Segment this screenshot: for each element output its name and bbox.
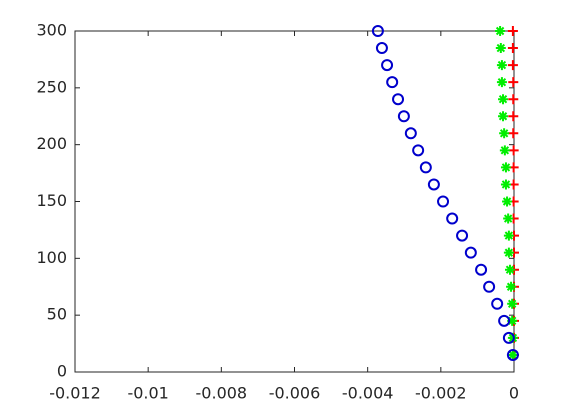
marker xyxy=(419,161,432,174)
marker xyxy=(496,77,507,88)
marker xyxy=(498,111,509,122)
marker xyxy=(508,128,519,139)
marker xyxy=(495,43,506,54)
marker xyxy=(503,247,514,258)
marker xyxy=(404,127,417,140)
marker xyxy=(508,145,519,156)
marker xyxy=(437,195,450,208)
y-tick-label: 300 xyxy=(36,21,67,40)
marker xyxy=(456,229,469,242)
marker xyxy=(500,162,511,173)
y-tick-label: 150 xyxy=(36,191,67,210)
x-tick-label: -0.006 xyxy=(269,384,321,403)
y-tick-label: 100 xyxy=(36,248,67,267)
marker xyxy=(507,60,518,71)
marker xyxy=(491,297,504,310)
marker xyxy=(502,331,515,344)
marker xyxy=(412,144,425,157)
x-tick-label: 0 xyxy=(509,384,519,403)
marker xyxy=(504,264,515,275)
marker xyxy=(507,43,518,54)
marker xyxy=(397,110,410,123)
marker xyxy=(508,77,519,88)
marker xyxy=(392,93,405,106)
marker xyxy=(503,213,514,224)
y-tick-label: 200 xyxy=(36,134,67,153)
marker xyxy=(496,60,507,71)
marker xyxy=(386,76,399,89)
x-tick-label: -0.004 xyxy=(342,384,394,403)
marker xyxy=(475,263,488,276)
x-tick-label: -0.01 xyxy=(127,384,168,403)
x-tick-label: -0.002 xyxy=(415,384,467,403)
marker xyxy=(498,94,509,105)
marker xyxy=(499,128,510,139)
marker xyxy=(508,111,519,122)
marker xyxy=(506,348,519,361)
marker xyxy=(506,281,517,292)
marker xyxy=(502,196,513,207)
marker xyxy=(503,230,514,241)
marker xyxy=(507,315,518,326)
marker xyxy=(371,25,384,37)
marker xyxy=(498,314,511,327)
marker xyxy=(500,179,511,190)
y-tick-label: 0 xyxy=(57,362,67,381)
marker xyxy=(499,145,510,156)
marker xyxy=(483,280,496,293)
marker xyxy=(508,94,519,105)
marker xyxy=(507,349,518,360)
marker xyxy=(446,212,459,225)
y-tick-label: 50 xyxy=(47,305,67,324)
y-tick-label: 250 xyxy=(36,77,67,96)
marker xyxy=(381,59,394,72)
marker xyxy=(464,246,477,259)
x-tick-label: -0.008 xyxy=(196,384,248,403)
marker xyxy=(495,26,506,36)
marker xyxy=(375,42,388,55)
marker xyxy=(507,298,518,309)
x-tick-label: -0.012 xyxy=(49,384,101,403)
marker xyxy=(507,26,518,36)
marker xyxy=(427,178,440,191)
